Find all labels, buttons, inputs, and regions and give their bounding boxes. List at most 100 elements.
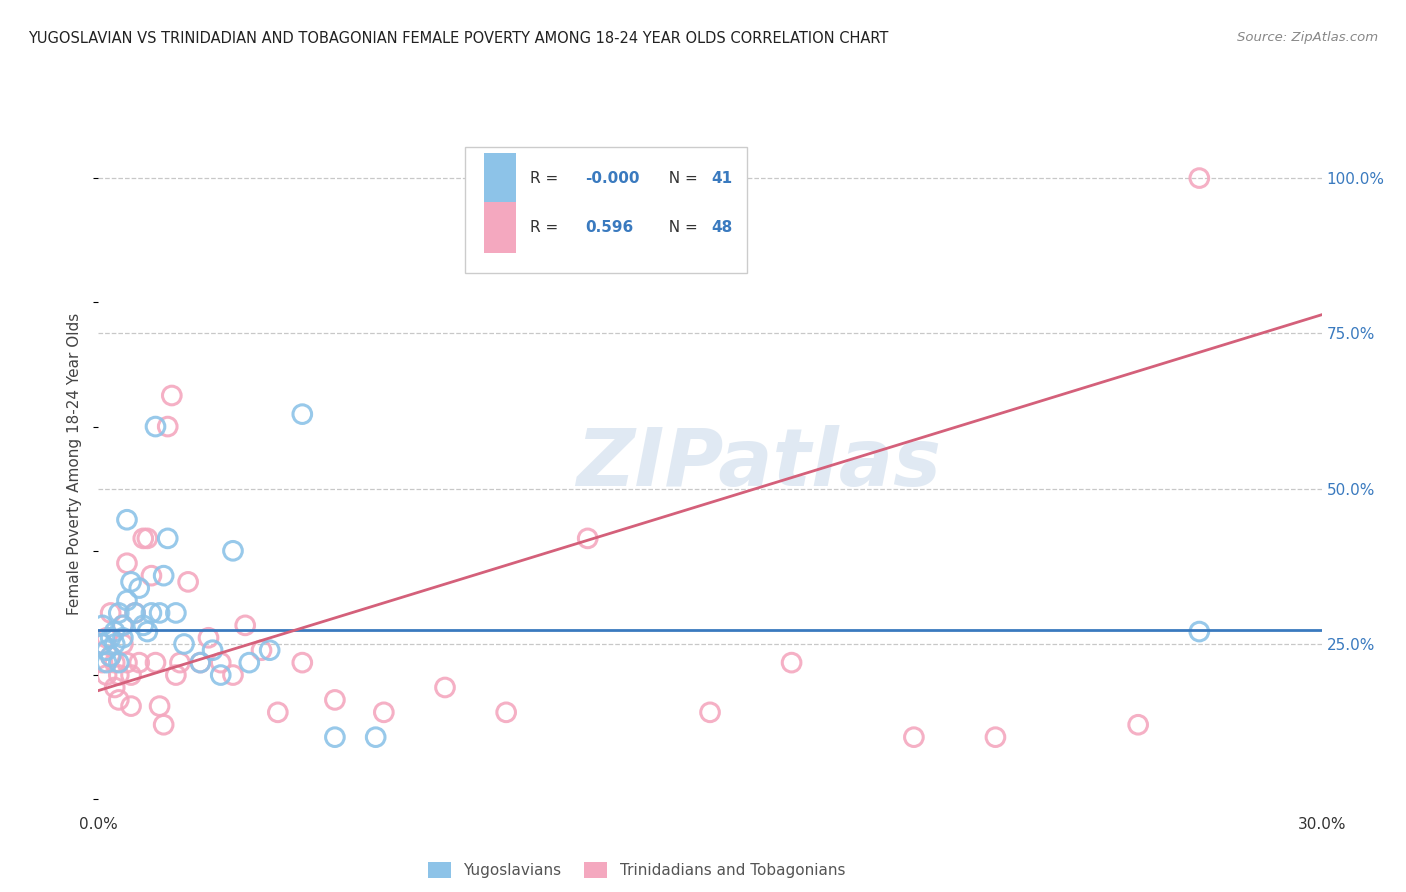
Point	[111, 618, 134, 632]
Point	[128, 656, 150, 670]
Text: -0.000: -0.000	[585, 171, 640, 186]
Point	[111, 618, 134, 632]
Point	[91, 637, 114, 651]
Point	[152, 568, 174, 582]
Point	[132, 618, 155, 632]
Point	[209, 656, 232, 670]
Point	[100, 631, 122, 645]
Point	[780, 656, 803, 670]
Point	[323, 693, 346, 707]
FancyBboxPatch shape	[484, 202, 516, 253]
Point	[165, 668, 187, 682]
Point	[145, 419, 167, 434]
Point	[91, 618, 114, 632]
Text: ZIPatlas: ZIPatlas	[576, 425, 942, 503]
Point	[165, 606, 187, 620]
Point	[132, 532, 155, 546]
Point	[115, 513, 138, 527]
Point	[108, 668, 131, 682]
Point	[104, 624, 127, 639]
Point	[152, 717, 174, 731]
Point	[96, 656, 118, 670]
Point	[136, 624, 159, 639]
Point	[100, 649, 122, 664]
Point	[104, 681, 127, 695]
FancyBboxPatch shape	[484, 153, 516, 204]
Point	[124, 606, 146, 620]
Point	[115, 556, 138, 570]
Point	[291, 656, 314, 670]
Y-axis label: Female Poverty Among 18-24 Year Olds: Female Poverty Among 18-24 Year Olds	[67, 313, 83, 615]
Point	[201, 643, 224, 657]
Point	[699, 706, 721, 720]
Point	[222, 543, 245, 558]
Point	[120, 668, 142, 682]
Point	[173, 637, 195, 651]
Point	[115, 656, 138, 670]
Point	[160, 388, 183, 402]
Point	[108, 606, 131, 620]
Point	[96, 631, 118, 645]
Point	[128, 581, 150, 595]
Point	[100, 649, 122, 664]
Text: R =: R =	[530, 219, 568, 235]
Point	[108, 656, 131, 670]
Point	[903, 730, 925, 744]
Point	[434, 681, 457, 695]
Point	[156, 532, 179, 546]
Point	[267, 706, 290, 720]
Text: 41: 41	[711, 171, 733, 186]
Point	[177, 574, 200, 589]
Point	[188, 656, 212, 670]
Point	[111, 637, 134, 651]
Point	[323, 730, 346, 744]
Text: 48: 48	[711, 219, 733, 235]
Point	[169, 656, 191, 670]
Point	[188, 656, 212, 670]
Text: 0.596: 0.596	[585, 219, 634, 235]
Point	[233, 618, 256, 632]
Point	[124, 606, 146, 620]
Point	[111, 631, 134, 645]
Point	[250, 643, 273, 657]
Point	[149, 699, 172, 714]
Point	[104, 656, 127, 670]
Point	[100, 606, 122, 620]
Point	[91, 637, 114, 651]
Text: R =: R =	[530, 171, 564, 186]
Point	[222, 668, 245, 682]
Point	[259, 643, 281, 657]
Point	[364, 730, 387, 744]
Text: YUGOSLAVIAN VS TRINIDADIAN AND TOBAGONIAN FEMALE POVERTY AMONG 18-24 YEAR OLDS C: YUGOSLAVIAN VS TRINIDADIAN AND TOBAGONIA…	[28, 31, 889, 46]
Point	[108, 693, 131, 707]
Point	[1188, 171, 1211, 186]
Point	[197, 631, 219, 645]
Text: N =: N =	[658, 219, 702, 235]
Point	[141, 606, 163, 620]
Point	[141, 568, 163, 582]
Legend: Yugoslavians, Trinidadians and Tobagonians: Yugoslavians, Trinidadians and Tobagonia…	[422, 856, 851, 884]
Point	[120, 574, 142, 589]
Point	[136, 532, 159, 546]
Point	[145, 656, 167, 670]
FancyBboxPatch shape	[465, 147, 747, 273]
Point	[104, 637, 127, 651]
Point	[576, 532, 599, 546]
Point	[373, 706, 395, 720]
Point	[984, 730, 1007, 744]
Text: N =: N =	[658, 171, 702, 186]
Point	[1188, 624, 1211, 639]
Point	[120, 699, 142, 714]
Point	[495, 706, 517, 720]
Point	[115, 593, 138, 607]
Point	[1128, 717, 1150, 731]
Point	[91, 656, 114, 670]
Text: Source: ZipAtlas.com: Source: ZipAtlas.com	[1237, 31, 1378, 45]
Point	[238, 656, 260, 670]
Point	[209, 668, 232, 682]
Point	[96, 668, 118, 682]
Point	[96, 643, 118, 657]
Point	[149, 606, 172, 620]
Point	[291, 407, 314, 421]
Point	[156, 419, 179, 434]
